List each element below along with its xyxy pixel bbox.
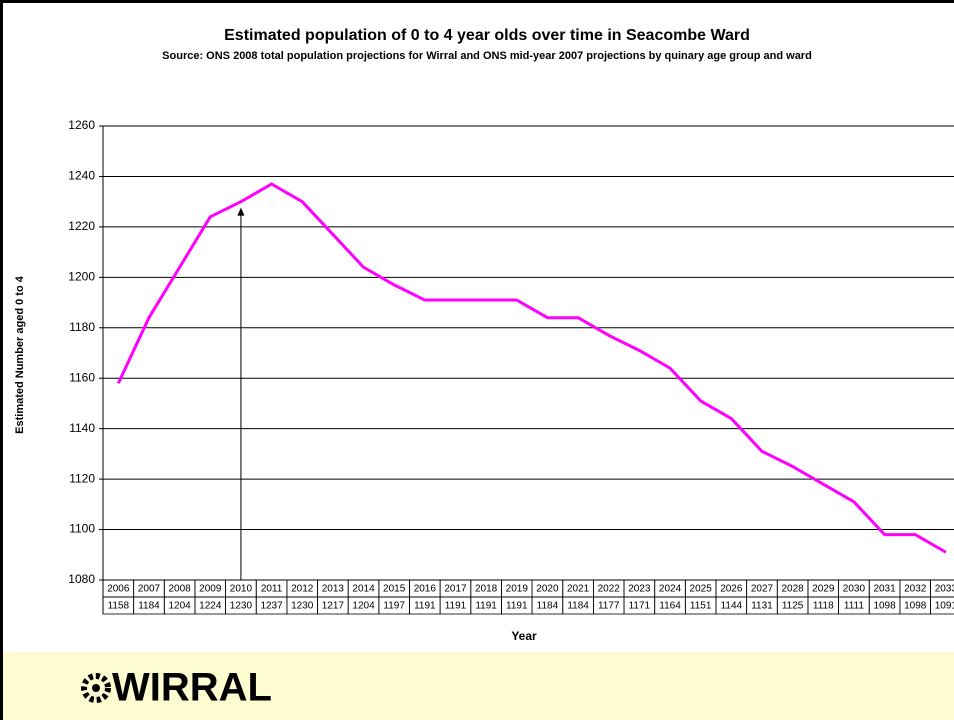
x-tick-label: 2030 (843, 584, 866, 595)
table-value: 1204 (352, 601, 375, 612)
table-value: 1191 (445, 601, 467, 612)
table-value: 1204 (169, 601, 192, 612)
y-tick-label: 1240 (68, 169, 95, 183)
logo-icon (81, 673, 111, 703)
x-tick-label: 2023 (628, 584, 651, 595)
table-value: 1217 (322, 601, 345, 612)
table-value: 1191 (414, 601, 436, 612)
table-value: 1171 (629, 601, 651, 612)
table-value: 1091 (935, 601, 954, 612)
table-value: 1125 (782, 601, 804, 612)
table-value: 1191 (506, 601, 528, 612)
chart-subtitle: Source: ONS 2008 total population projec… (162, 50, 812, 62)
y-tick-label: 1160 (69, 370, 95, 384)
x-tick-label: 2010 (230, 584, 253, 595)
table-value: 1224 (199, 601, 222, 612)
table-value: 1197 (383, 601, 405, 612)
x-tick-label: 2013 (322, 584, 345, 595)
y-axis-label: Estimated Number aged 0 to 4 (14, 275, 26, 434)
table-value: 1118 (813, 601, 834, 612)
chart-title: Estimated population of 0 to 4 year olds… (224, 27, 750, 44)
table-value: 1131 (751, 601, 773, 612)
table-value: 1158 (108, 601, 130, 612)
x-tick-label: 2012 (291, 584, 314, 595)
x-tick-label: 2006 (107, 584, 130, 595)
x-tick-label: 2016 (414, 584, 437, 595)
x-tick-label: 2021 (567, 584, 590, 595)
x-tick-label: 2007 (138, 584, 161, 595)
x-tick-label: 2025 (690, 584, 713, 595)
x-tick-label: 2029 (812, 584, 835, 595)
table-value: 1144 (721, 601, 743, 612)
x-tick-label: 2031 (873, 584, 896, 595)
x-tick-label: 2024 (659, 584, 682, 595)
table-value: 1184 (138, 601, 160, 612)
x-tick-label: 2027 (751, 584, 774, 595)
table-cell (930, 596, 954, 615)
y-tick-label: 1080 (68, 572, 95, 586)
y-tick-label: 1200 (68, 270, 95, 284)
x-tick-label: 2022 (598, 584, 621, 595)
y-tick-label: 1120 (69, 471, 95, 485)
x-tick-label: 2019 (506, 584, 529, 595)
footer-band (0, 652, 954, 720)
logo-text: WIRRAL (112, 666, 272, 710)
x-tick-label: 2020 (536, 584, 559, 595)
x-tick-label: 2017 (444, 584, 467, 595)
table-value: 1111 (844, 601, 864, 612)
x-axis-label: Year (511, 629, 537, 643)
x-tick-label: 2026 (720, 584, 743, 595)
x-tick-label: 2032 (904, 584, 927, 595)
y-tick-label: 1260 (68, 118, 95, 132)
x-tick-label: 2014 (352, 584, 375, 595)
table-value: 1164 (659, 601, 681, 612)
table-value: 1098 (904, 601, 927, 612)
table-value: 1184 (537, 601, 559, 612)
line (116, 182, 947, 554)
x-tick-label: 2018 (475, 584, 498, 595)
table-value: 1191 (475, 601, 497, 612)
table-value: 1151 (690, 601, 712, 612)
x-tick-label: 2033 (935, 584, 954, 595)
x-tick-label: 2011 (261, 584, 283, 595)
table-value: 1184 (567, 601, 589, 612)
table-value: 1237 (260, 601, 283, 612)
x-tick-label: 2015 (383, 584, 406, 595)
y-tick-label: 1140 (69, 421, 95, 435)
table-value: 1098 (873, 601, 896, 612)
table-value: 1230 (230, 601, 253, 612)
annotation-arrowhead (237, 207, 245, 216)
y-tick-label: 1220 (68, 219, 95, 233)
y-tick-label: 1180 (69, 320, 95, 334)
x-tick-label: 2008 (169, 584, 192, 595)
table-value: 1177 (598, 601, 620, 612)
x-tick-label: 2009 (199, 584, 222, 595)
x-tick-label: 2028 (782, 584, 805, 595)
y-tick-label: 1100 (69, 522, 95, 536)
table-value: 1230 (291, 601, 314, 612)
